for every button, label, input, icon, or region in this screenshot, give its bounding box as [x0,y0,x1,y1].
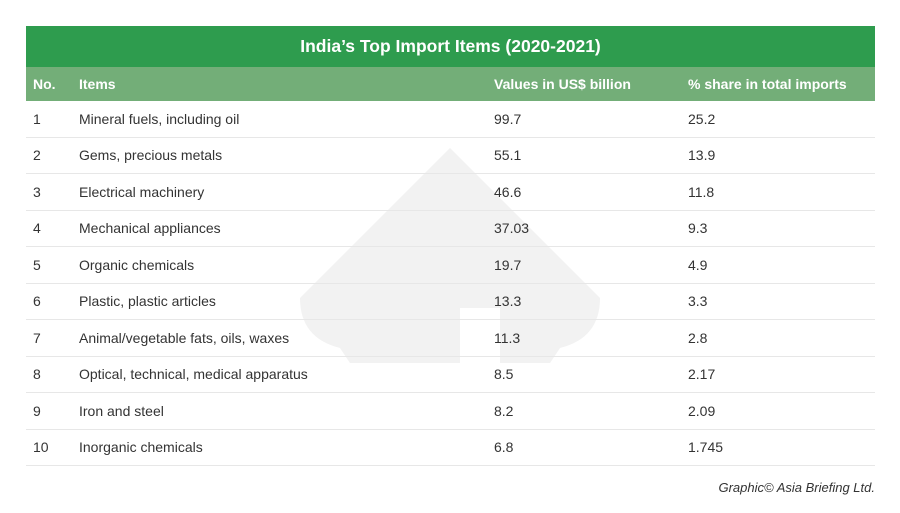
credit-text: Graphic© Asia Briefing Ltd. [718,480,875,495]
table-row: 9 Iron and steel 8.2 2.09 [26,393,875,430]
table-row: 8 Optical, technical, medical apparatus 8.… [26,357,875,393]
table-row: 7 Animal/vegetable fats, oils, waxes 11.3 2… [26,320,875,357]
item-name: Organic chemicals [79,256,195,273]
share-percent: 13.9 [688,147,716,164]
row-number: 4 [33,220,41,237]
row-number: 9 [33,402,41,419]
share-percent: 9.3 [688,220,708,237]
value-usd-billion: 55.1 [494,147,522,164]
item-name: Mineral fuels, including oil [79,110,240,127]
share-percent: 1.745 [688,439,724,456]
share-percent: 25.2 [688,110,716,127]
value-usd-billion: 6.8 [494,439,514,456]
item-name: Inorganic chemicals [79,439,203,456]
row-number: 10 [33,439,49,456]
share-percent: 11.8 [688,183,715,200]
column-header-share: % share in total imports [688,76,847,92]
row-number: 3 [33,183,41,200]
item-name: Animal/vegetable fats, oils, waxes [79,329,290,346]
table-row: 1 Mineral fuels, including oil 99.7 25.2 [26,101,875,138]
item-name: Electrical machinery [79,183,205,200]
row-number: 5 [33,256,41,273]
item-name: Plastic, plastic articles [79,293,216,310]
table-row: 5 Organic chemicals 19.7 4.9 [26,247,875,284]
item-name: Iron and steel [79,402,164,419]
table-title: India’s Top Import Items (2020-2021) [26,26,875,67]
column-header-items: Items [79,76,116,92]
value-usd-billion: 8.2 [494,402,514,419]
value-usd-billion: 37.03 [494,220,530,237]
table-row: 6 Plastic, plastic articles 13.3 3.3 [26,284,875,320]
share-percent: 4.9 [688,256,708,273]
row-number: 8 [33,366,41,383]
table-row: 2 Gems, precious metals 55.1 13.9 [26,138,875,174]
share-percent: 2.17 [688,366,716,383]
share-percent: 3.3 [688,293,708,310]
row-number: 2 [33,147,41,164]
item-name: Mechanical appliances [79,220,221,237]
row-number: 6 [33,293,41,310]
value-usd-billion: 11.3 [494,329,521,346]
table-header-row: No. Items Values in US$ billion % share … [26,67,875,101]
item-name: Gems, precious metals [79,147,223,164]
share-percent: 2.09 [688,402,716,419]
value-usd-billion: 19.7 [494,256,522,273]
column-header-no: No. [33,76,56,92]
value-usd-billion: 99.7 [494,110,522,127]
item-name: Optical, technical, medical apparatus [79,366,308,383]
table-row: 10 Inorganic chemicals 6.8 1.745 [26,430,875,466]
value-usd-billion: 8.5 [494,366,514,383]
value-usd-billion: 13.3 [494,293,522,310]
table-body: 1 Mineral fuels, including oil 99.7 25.2 2 Ge… [26,101,875,466]
value-usd-billion: 46.6 [494,183,522,200]
table-row: 3 Electrical machinery 46.6 11.8 [26,174,875,211]
share-percent: 2.8 [688,329,708,346]
row-number: 7 [33,329,41,346]
table-row: 4 Mechanical appliances 37.03 9.3 [26,211,875,247]
row-number: 1 [33,110,41,127]
column-header-values: Values in US$ billion [494,76,631,92]
import-items-table: India’s Top Import Items (2020-2021) No.… [26,26,875,466]
